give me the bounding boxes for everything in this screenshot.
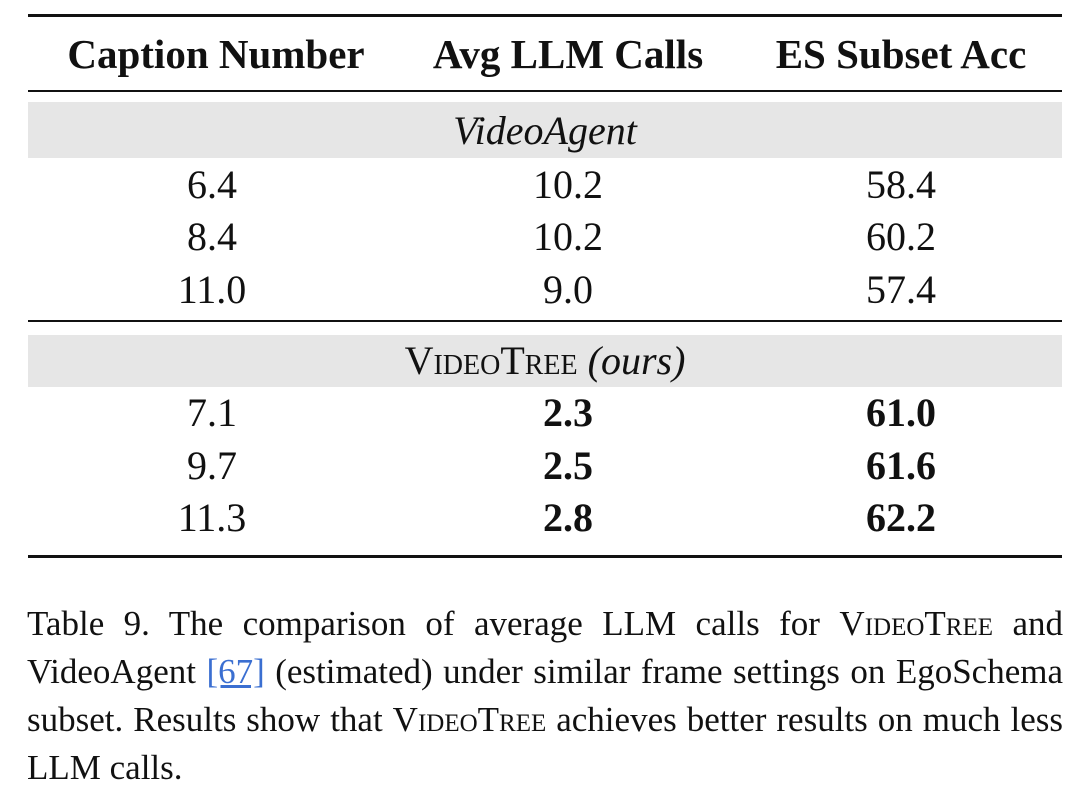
cell-avg-llm-calls: 10.2 [533,161,603,207]
citation-link[interactable]: [67] [206,652,265,691]
cell-caption-number: 8.4 [187,214,237,260]
caption-text: achieves better results on much less LLM… [27,700,1063,787]
header-rule [28,90,1062,92]
cell-es-subset-acc: 61.6 [866,442,936,488]
group-label-videoagent: VideoAgent [28,102,1062,158]
header-es-subset-acc: ES Subset Acc [775,30,1027,77]
header-caption-number: Caption Number [67,30,365,77]
group-label-text: VideoTree [404,338,578,383]
cell-avg-llm-calls: 2.8 [543,495,593,541]
cell-avg-llm-calls: 9.0 [543,266,593,312]
cell-es-subset-acc: 58.4 [866,161,936,207]
cell-caption-number: 11.3 [177,495,247,541]
group-rule [28,319,1062,322]
header-avg-llm-calls: Avg LLM Calls [432,30,704,77]
caption-text: and VideoAgent [27,604,1063,691]
table-row: 7.1 2.3 61.0 [28,387,1062,440]
top-rule [28,14,1062,17]
cell-caption-number: 7.1 [187,390,237,436]
method-name: VideoTree [839,604,993,643]
cell-avg-llm-calls: 10.2 [533,214,603,260]
table-row: 6.4 10.2 58.4 [28,158,1062,211]
group-label-text: VideoAgent [453,107,637,153]
group-label-videotree: VideoTree (ours) [28,334,1062,387]
table-row: 8.4 10.2 60.2 [28,211,1062,264]
cell-avg-llm-calls: 2.3 [543,390,593,436]
cell-caption-number: 11.0 [177,266,247,312]
caption-text: (estimated) under similar frame settings… [27,652,1064,739]
group-label-suffix: (ours) [587,338,686,383]
table-row: 9.7 2.5 61.6 [28,439,1062,492]
cell-es-subset-acc: 62.2 [866,495,936,541]
bottom-rule [28,555,1062,558]
cell-avg-llm-calls: 2.5 [543,442,593,488]
table-row: 11.0 9.0 57.4 [28,263,1062,316]
cell-caption-number: 9.7 [187,442,237,488]
cell-es-subset-acc: 60.2 [866,214,936,260]
table-caption: Table 9. The comparison of average LLM c… [27,600,1063,792]
cell-caption-number: 6.4 [187,161,237,207]
cell-es-subset-acc: 57.4 [866,266,936,312]
cell-es-subset-acc: 61.0 [866,390,936,436]
method-name: VideoTree [392,700,547,739]
caption-text: Table 9. The comparison of average LLM c… [27,604,840,643]
table-header-row: Caption Number Avg LLM Calls ES Subset A… [28,17,1062,90]
comparison-table: Caption Number Avg LLM Calls ES Subset A… [28,14,1062,558]
table-row: 11.3 2.8 62.2 [28,492,1062,545]
